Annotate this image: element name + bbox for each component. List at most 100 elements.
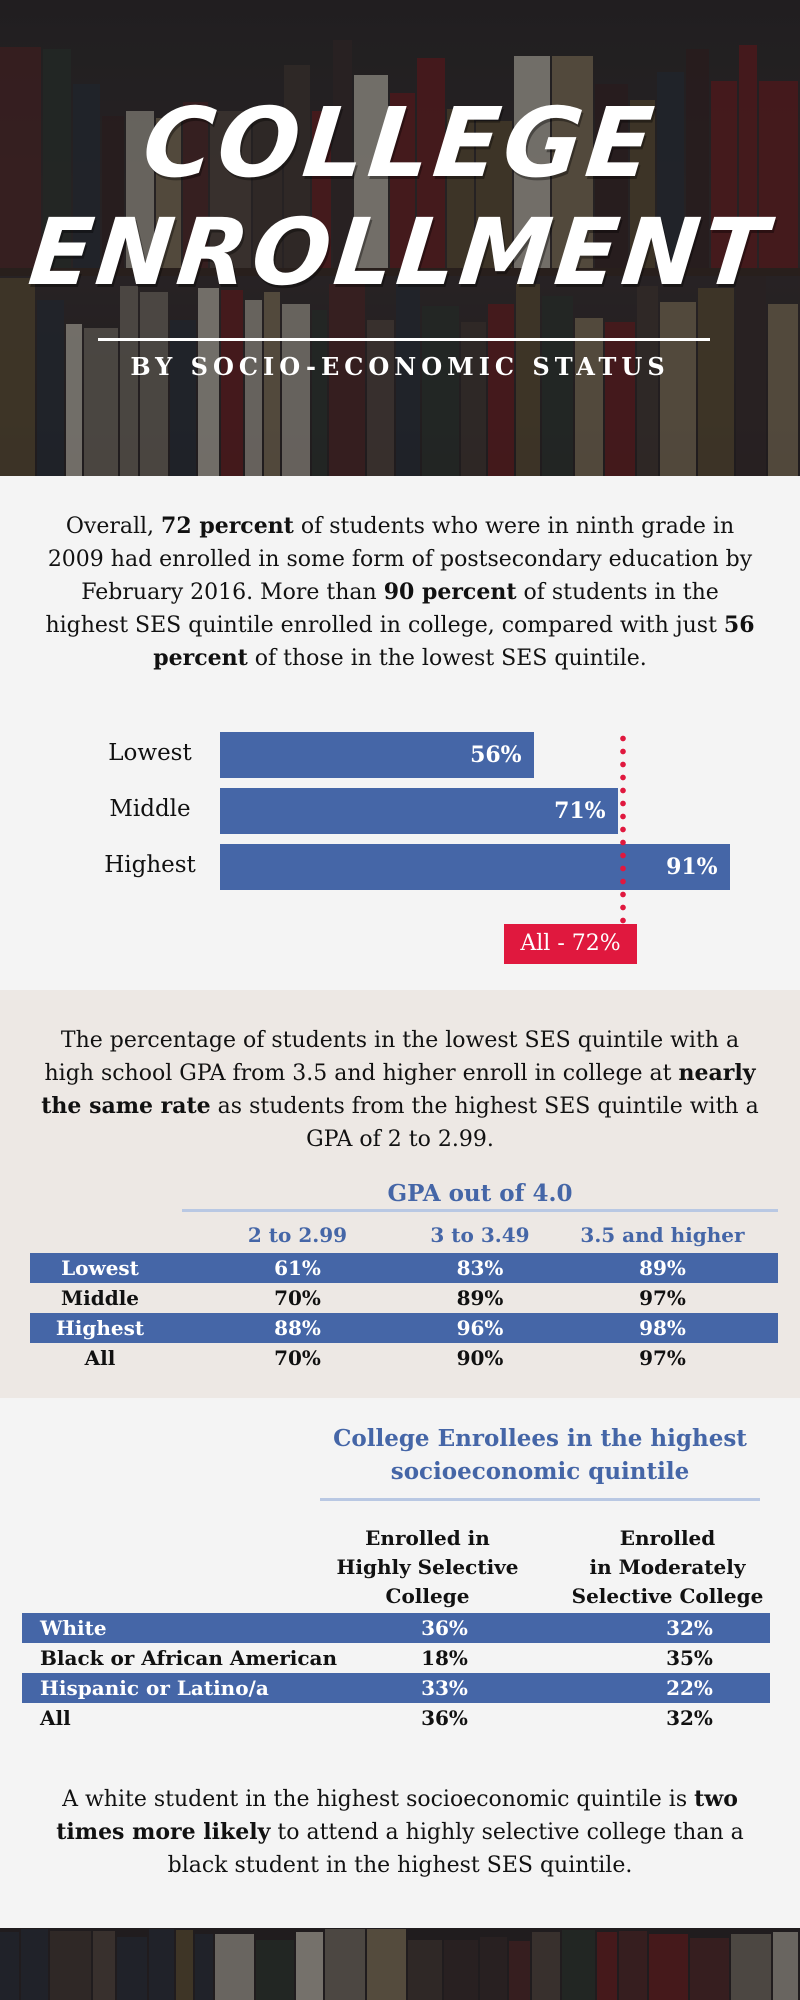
book-spine bbox=[148, 1929, 174, 2000]
gpa-text-2: as students from the highest SES quintil… bbox=[210, 1094, 759, 1152]
table-cell: 32% bbox=[666, 1616, 713, 1640]
table-cell: 97% bbox=[639, 1286, 686, 1310]
gpa-bold-1: nearly the same rate bbox=[41, 1060, 756, 1119]
book-spine bbox=[480, 1936, 508, 2000]
table-row: White 36% 32% bbox=[22, 1613, 770, 1643]
selective-college-section: College Enrollees in the highest socioec… bbox=[0, 1398, 800, 1928]
book-spine bbox=[630, 99, 656, 270]
book-spine bbox=[183, 102, 208, 270]
table-row: All 36% 32% bbox=[22, 1703, 770, 1733]
shelf-plank bbox=[0, 268, 800, 276]
book-spine bbox=[551, 56, 593, 270]
book-spine bbox=[594, 83, 629, 270]
footer-bookshelf-strip bbox=[0, 1928, 800, 2000]
row-label: Black or African American bbox=[40, 1646, 338, 1670]
bar-value-label: 56% bbox=[470, 742, 522, 768]
book-spine bbox=[689, 1938, 730, 2000]
book-spine bbox=[574, 318, 603, 476]
book-spine bbox=[93, 1930, 116, 2000]
gpa-col-header: 2 to 2.99 bbox=[247, 1223, 348, 1247]
table-cell: 97% bbox=[639, 1346, 686, 1370]
book-spine bbox=[421, 306, 459, 476]
book-spine bbox=[119, 286, 138, 476]
book-spine bbox=[37, 300, 65, 476]
table-cell: 36% bbox=[421, 1616, 468, 1640]
book-spine bbox=[215, 1934, 255, 2000]
closing-text-2: to attend a highly selective college tha… bbox=[167, 1820, 744, 1878]
book-spine bbox=[767, 304, 798, 476]
book-spine bbox=[649, 1934, 688, 2000]
book-spine bbox=[66, 324, 82, 476]
book-spine bbox=[604, 322, 636, 476]
book-spine bbox=[353, 74, 388, 270]
row-label: All bbox=[40, 1706, 71, 1730]
book-spine bbox=[312, 111, 332, 270]
book-spine bbox=[0, 46, 42, 270]
book-spine bbox=[659, 302, 696, 476]
header-line: College bbox=[385, 1584, 470, 1608]
bar-category-label: Lowest bbox=[108, 740, 192, 766]
book-spine bbox=[283, 65, 311, 270]
table-cell: 33% bbox=[421, 1676, 468, 1700]
intro-text-2: of students who were in ninth grade in 2… bbox=[47, 514, 753, 605]
bookshelf-footer bbox=[0, 1928, 800, 2000]
all-reference-label: All - 72% bbox=[504, 924, 637, 964]
table-cell: 83% bbox=[456, 1256, 504, 1280]
gpa-col-header: 3 to 3.49 bbox=[430, 1223, 530, 1247]
closing-text-1: A white student in the highest socioecon… bbox=[62, 1787, 695, 1812]
row-label: White bbox=[40, 1616, 107, 1640]
bar-middle: 71% bbox=[220, 788, 618, 834]
enrollees-title-line2: socioeconomic quintile bbox=[390, 1458, 690, 1485]
book-spine bbox=[156, 118, 181, 270]
closing-paragraph: A white student in the highest socioecon… bbox=[40, 1783, 760, 1882]
book-spine bbox=[20, 1929, 48, 2000]
table-row: Middle 70% 89% 97% bbox=[30, 1283, 778, 1313]
gpa-section: The percentage of students in the lowest… bbox=[0, 990, 800, 1398]
book-spine bbox=[0, 278, 36, 476]
table-cell: 22% bbox=[666, 1676, 713, 1700]
book-spine bbox=[256, 1940, 294, 2000]
row-label: All bbox=[84, 1346, 116, 1370]
table-cell: 96% bbox=[456, 1316, 504, 1340]
row-label: Lowest bbox=[61, 1256, 139, 1280]
book-spine bbox=[198, 288, 219, 476]
table-cell: 70% bbox=[274, 1286, 321, 1310]
gpa-col-header: 3.5 and higher bbox=[580, 1223, 745, 1247]
book-spine bbox=[416, 58, 445, 270]
book-spine bbox=[443, 1939, 479, 2000]
table-row: Highest 88% 96% 98% bbox=[30, 1313, 778, 1343]
book-spine bbox=[460, 322, 486, 476]
bar-highest: 91% bbox=[220, 844, 730, 890]
enrollees-title: College Enrollees in the highest socioec… bbox=[320, 1422, 760, 1488]
book-spine bbox=[637, 286, 658, 476]
book-spine bbox=[516, 284, 541, 476]
table-cell: 18% bbox=[421, 1646, 468, 1670]
bar-category-label: Highest bbox=[104, 852, 196, 878]
table-cell: 90% bbox=[456, 1346, 504, 1370]
table-cell: 98% bbox=[639, 1316, 686, 1340]
hero-title-line2: ENROLLMENT bbox=[24, 199, 776, 306]
book-spine bbox=[735, 276, 766, 476]
book-spine bbox=[43, 49, 71, 270]
table-cell: 70% bbox=[274, 1346, 321, 1370]
bar-lowest: 56% bbox=[220, 732, 534, 778]
closing-bold-1: two times more likely bbox=[56, 1786, 738, 1845]
book-spine bbox=[396, 276, 420, 476]
hero-title-line1: COLLEGE bbox=[137, 87, 663, 199]
enrollees-col-header: Enrolled in Moderately Selective College bbox=[565, 1524, 770, 1611]
book-spine bbox=[407, 1939, 442, 2000]
book-spine bbox=[542, 296, 573, 476]
bar-value-label: 91% bbox=[666, 854, 718, 880]
book-spine bbox=[101, 115, 125, 270]
header-line: in Moderately bbox=[589, 1555, 746, 1579]
gpa-paragraph: The percentage of students in the lowest… bbox=[40, 1024, 760, 1156]
table-cell: 61% bbox=[274, 1256, 321, 1280]
book-spine bbox=[738, 44, 757, 270]
row-label: Middle bbox=[60, 1286, 140, 1310]
header-line: Enrolled bbox=[619, 1526, 716, 1550]
table-cell: 35% bbox=[666, 1646, 713, 1670]
bar-category-label: Middle bbox=[109, 796, 191, 822]
gpa-text-1: The percentage of students in the lowest… bbox=[44, 1028, 740, 1086]
intro-bold-2: 90 percent bbox=[383, 579, 517, 605]
table-row: All 70% 90% 97% bbox=[30, 1343, 778, 1373]
